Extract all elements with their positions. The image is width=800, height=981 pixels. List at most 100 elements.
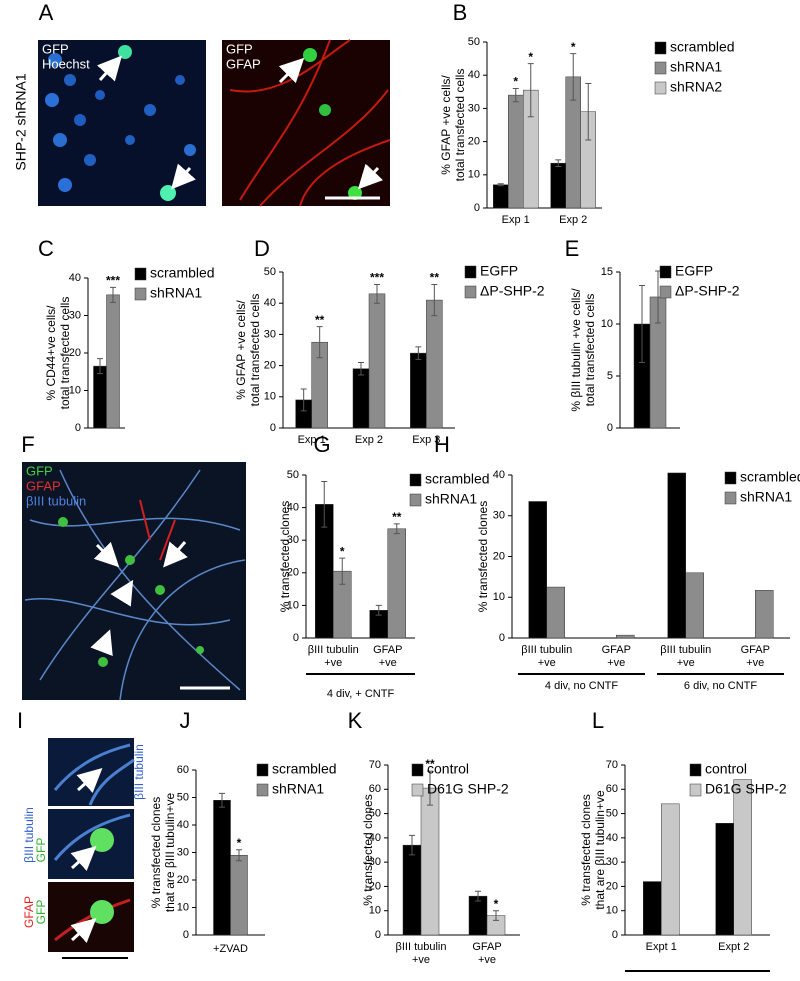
error-bar (409, 834, 415, 856)
y-tick-label: 10 (493, 591, 505, 603)
bar (402, 844, 422, 936)
bar (715, 823, 734, 936)
legend-swatch (659, 285, 672, 299)
y-axis-label: that are βIII tubulin+ve (593, 790, 607, 910)
legend-label: D61G SHP-2 (427, 781, 509, 797)
y-tick-label: 20 (264, 360, 276, 372)
x-tick-label: +ve (538, 657, 556, 669)
legend-swatch (654, 41, 667, 55)
legend-label: EGFP (675, 263, 713, 279)
legend-swatch (654, 81, 667, 95)
significance-label: ** (425, 757, 435, 771)
x-tick-label: Exp 2 (355, 434, 383, 446)
y-tick-label: 40 (287, 502, 299, 514)
bar (667, 472, 686, 639)
bar (685, 572, 704, 639)
x-tick-label: Exp 1 (502, 214, 530, 226)
y-tick-label: 20 (468, 136, 480, 148)
bar (755, 590, 774, 639)
x-tick-label: GFAP (472, 941, 501, 953)
x-tick-label: GFAP (602, 644, 631, 656)
y-tick-label: 50 (369, 807, 381, 819)
bar (410, 352, 427, 429)
error-bar (316, 326, 323, 359)
error-bar (427, 770, 433, 806)
x-tick-label: +ve (746, 657, 764, 669)
bar (420, 787, 440, 936)
bar (230, 855, 248, 936)
error-bar (393, 523, 400, 535)
error-bar (431, 283, 438, 317)
y-tick-label: 70 (369, 759, 381, 771)
x-tick-label: GFAP (741, 644, 770, 656)
legend-label: scrambled (670, 39, 735, 55)
legend-swatch (689, 783, 702, 797)
image-label: βIII tubulin (132, 744, 146, 800)
x-tick-label: +ve (607, 657, 625, 669)
bar (93, 365, 107, 429)
legend-swatch (464, 265, 477, 279)
legend-swatch (689, 763, 702, 777)
panel-letter: E (565, 236, 580, 261)
legend-label: ΔP-SHP-2 (675, 283, 740, 299)
y-tick-label: 10 (606, 905, 618, 917)
significance-label: * (494, 897, 499, 911)
x-tick-label: GFAP (373, 644, 402, 656)
error-bar (374, 283, 380, 304)
y-tick-label: 0 (75, 422, 81, 434)
y-tick-label: 40 (177, 819, 189, 831)
image-label: GFP (226, 41, 253, 56)
y-tick-label: 20 (493, 550, 505, 562)
y-tick-label: 40 (468, 69, 480, 81)
y-tick-label: 50 (177, 791, 189, 803)
panel-letter: C (38, 236, 54, 261)
significance-label: * (571, 40, 576, 54)
x-tick-label: βIII tubulin (308, 644, 359, 656)
image-label: βIII tubulin (22, 807, 36, 863)
legend-swatch (659, 265, 672, 279)
image-label: Hoechst (42, 56, 90, 71)
legend-swatch (411, 783, 424, 797)
x-tick-label: Exp 3 (412, 434, 440, 446)
y-tick-label: 0 (474, 202, 480, 214)
group-label: 6 div, no CNTF (684, 680, 757, 692)
y-tick-label: 0 (270, 422, 276, 434)
micrograph: βIII tubulin βIII tubulin GFP GFAP GFP (22, 738, 146, 959)
x-tick-label: Expt 2 (718, 941, 749, 953)
legend-swatch (256, 783, 269, 797)
y-axis-label: % transfected clones (579, 794, 593, 905)
legend-label: shRNA1 (670, 59, 722, 75)
legend-swatch (409, 493, 422, 507)
bar (546, 586, 565, 639)
error-bar (555, 159, 562, 167)
error-bar (97, 358, 103, 375)
image-label: βIII tubulin (26, 493, 86, 508)
error-bar (236, 849, 242, 862)
legend-label: control (427, 761, 469, 777)
y-axis-label: % GFAP +ve cells/ (439, 75, 453, 175)
group-label: 4 div, no CNTF (545, 680, 618, 692)
error-bar (321, 481, 328, 528)
y-tick-label: 0 (375, 929, 381, 941)
x-tick-label: βIII tubulin (396, 941, 447, 953)
y-tick-label: 40 (369, 832, 381, 844)
panel-letter: K (348, 708, 363, 733)
legend-label: scrambled (425, 471, 490, 487)
y-tick-label: 40 (606, 832, 618, 844)
x-tick-label: +ve (412, 954, 430, 966)
error-bar (475, 890, 481, 902)
panel-letter: L (592, 708, 604, 733)
micrograph: GFP Hoechst (38, 40, 206, 206)
error-bar (110, 286, 116, 303)
error-bar (415, 346, 422, 360)
x-tick-label: Expt 1 (646, 941, 677, 953)
x-tick-label: βIII tubulin (660, 644, 711, 656)
bar (528, 501, 547, 639)
y-tick-label: 0 (607, 422, 613, 434)
panel-letter: I (17, 708, 23, 733)
error-bar (527, 63, 534, 118)
micrograph: GFP GFAP βIII tubulin (22, 462, 246, 701)
y-tick-label: 70 (606, 759, 618, 771)
y-tick-label: 20 (287, 567, 299, 579)
image-label: GFAP (226, 56, 261, 71)
